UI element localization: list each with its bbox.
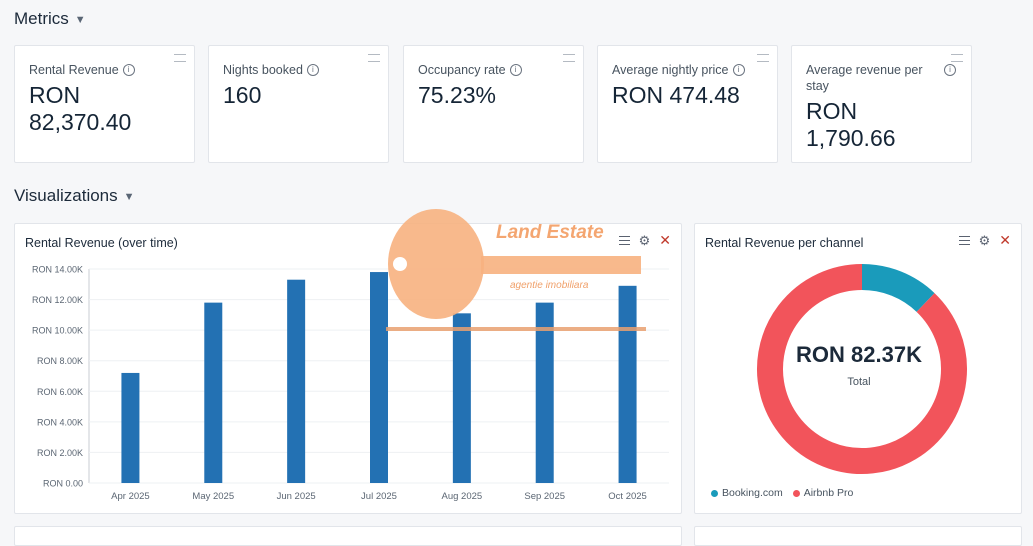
panel-title: Rental Revenue per channel xyxy=(705,236,864,250)
metric-card-occupancy-rate: Occupancy rate i 75.23% xyxy=(403,45,584,163)
revenue-per-channel-panel: Rental Revenue per channel ⚙ ✕ RON 82.37… xyxy=(694,223,1022,514)
info-icon[interactable]: i xyxy=(509,64,522,76)
next-panel-left xyxy=(14,526,682,546)
metric-label: Nights booked xyxy=(223,63,303,77)
legend-item-airbnb[interactable]: Airbnb Pro xyxy=(792,487,854,499)
visualizations-title: Visualizations xyxy=(14,186,118,205)
donut-total-value: RON 82.37K xyxy=(796,342,922,367)
metric-card-nights-booked: Nights booked i 160 xyxy=(208,45,389,163)
legend-label: Airbnb Pro xyxy=(803,487,854,499)
metric-value: RON 474.48 xyxy=(612,82,740,108)
metric-value: 160 xyxy=(223,82,262,108)
metric-value: RON 1,790.66 xyxy=(806,98,896,151)
metric-card-rental-revenue: Rental Revenue i RON 82,370.40 xyxy=(14,45,195,163)
metric-label: Rental Revenue xyxy=(29,63,119,77)
info-icon[interactable]: i xyxy=(122,64,135,76)
legend-dot-icon xyxy=(711,489,718,497)
info-icon[interactable]: i xyxy=(306,64,319,76)
metric-label: Average revenue per stay xyxy=(806,63,923,93)
bar[interactable] xyxy=(287,279,306,483)
bar[interactable] xyxy=(535,302,554,483)
chart-legend: Booking.com Airbnb Pro xyxy=(711,487,853,499)
bar-chart: RON 0.00 RON 2.00K RON 4.00K RON 6.00K RON 8… xyxy=(32,265,669,502)
y-tick-label: RON 0.00 xyxy=(43,479,83,489)
y-tick-label: RON 10.00K xyxy=(32,326,83,336)
gear-icon[interactable]: ⚙ xyxy=(978,233,991,248)
menu-icon[interactable] xyxy=(958,236,970,245)
y-tick-label: RON 8.00K xyxy=(37,356,83,366)
donut-chart: RON 82.37K Total xyxy=(757,264,967,474)
bar[interactable] xyxy=(370,272,388,483)
drag-handle-icon[interactable] xyxy=(757,54,769,62)
donut-total-label: Total xyxy=(847,376,870,388)
revenue-over-time-panel: Rental Revenue (over time) ⚙ ✕ RON 0.00 R… xyxy=(14,223,682,514)
metric-card-average-revenue-per-stay: Average revenue per stay i RON 1,790.66 xyxy=(791,45,972,163)
x-tick-label: Aug 2025 xyxy=(442,491,483,502)
metrics-title: Metrics xyxy=(14,9,69,28)
panel-toolbar: ⚙ ✕ xyxy=(618,232,671,248)
legend-item-booking[interactable]: Booking.com xyxy=(711,487,783,499)
y-tick-label: RON 6.00K xyxy=(37,387,83,397)
panel-toolbar: ⚙ ✕ xyxy=(958,232,1011,248)
metric-label: Average nightly price xyxy=(612,63,729,77)
bar[interactable] xyxy=(121,372,140,483)
y-tick-label: RON 2.00K xyxy=(37,448,83,458)
legend-label: Booking.com xyxy=(722,487,783,499)
legend-dot-icon xyxy=(792,489,800,497)
x-tick-label: Apr 2025 xyxy=(111,491,150,502)
bar[interactable] xyxy=(618,285,637,483)
metric-value: RON 82,370.40 xyxy=(29,82,132,135)
gear-icon[interactable]: ⚙ xyxy=(638,233,651,248)
y-tick-label: RON 4.00K xyxy=(37,417,83,427)
y-tick-label: RON 12.00K xyxy=(32,295,83,305)
x-tick-label: Oct 2025 xyxy=(608,491,647,502)
next-panel-right xyxy=(694,526,1022,546)
drag-handle-icon[interactable] xyxy=(951,54,963,62)
close-icon[interactable]: ✕ xyxy=(659,232,671,248)
bar[interactable] xyxy=(452,313,471,483)
x-tick-label: Sep 2025 xyxy=(524,491,565,502)
chevron-down-icon: ▼ xyxy=(123,191,135,203)
donut-slice-booking[interactable] xyxy=(861,264,935,313)
close-icon[interactable]: ✕ xyxy=(999,232,1011,248)
visualizations-section-toggle[interactable]: Visualizations ▼ xyxy=(14,186,135,206)
metrics-section-toggle[interactable]: Metrics ▼ xyxy=(14,9,86,29)
x-tick-label: Jun 2025 xyxy=(277,491,316,502)
metric-label: Occupancy rate xyxy=(418,63,506,77)
panel-title: Rental Revenue (over time) xyxy=(25,236,178,250)
info-icon[interactable]: i xyxy=(732,64,745,76)
bar[interactable] xyxy=(204,302,223,483)
x-tick-label: Jul 2025 xyxy=(361,491,397,502)
drag-handle-icon[interactable] xyxy=(563,54,575,62)
metric-value: 75.23% xyxy=(418,82,497,108)
info-icon[interactable]: i xyxy=(944,64,956,76)
menu-icon[interactable] xyxy=(618,236,630,245)
x-tick-label: May 2025 xyxy=(192,491,234,502)
drag-handle-icon[interactable] xyxy=(174,54,186,62)
drag-handle-icon[interactable] xyxy=(368,54,380,62)
donut-slice-airbnb[interactable] xyxy=(757,264,967,474)
y-tick-label: RON 14.00K xyxy=(32,265,83,275)
chevron-down-icon: ▼ xyxy=(74,14,86,26)
metric-card-average-nightly-price: Average nightly price i RON 474.48 xyxy=(597,45,778,163)
